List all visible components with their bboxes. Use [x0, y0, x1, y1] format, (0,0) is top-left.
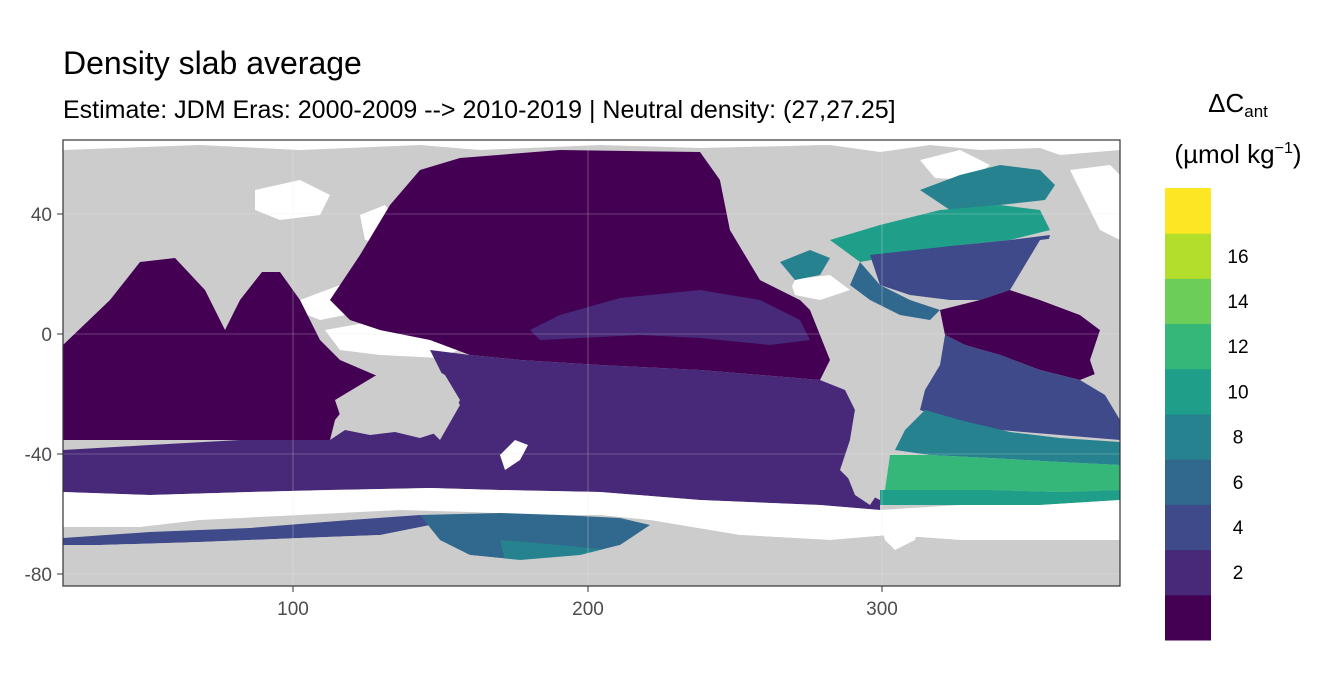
legend-color-bin	[1165, 278, 1211, 325]
north-america-land	[700, 145, 920, 300]
chart-title: Density slab average	[63, 45, 362, 81]
map-panel	[63, 140, 1120, 586]
south-pacific	[63, 350, 880, 510]
legend-labels: 2 4 6 8 10 12 14 16	[1227, 247, 1249, 584]
north-atlantic-green	[830, 205, 1050, 262]
north-atlantic-blue	[850, 262, 940, 320]
legend-color-bin	[1165, 594, 1211, 641]
equatorial-pacific-band	[530, 290, 810, 345]
color-legend: ΔCant (µmol kg−1) 2 4 6 8 10 12 14 16	[1165, 88, 1302, 641]
x-axis: 100 200 300	[277, 586, 898, 620]
caribbean-no-data	[790, 275, 850, 300]
legend-color-bin	[1165, 188, 1211, 234]
grid-lines	[63, 140, 1120, 586]
y-tick-label: -80	[25, 565, 52, 586]
legend-color-bin	[1165, 549, 1211, 596]
y-tick-label: -40	[25, 445, 52, 466]
tropical-atlantic	[940, 290, 1105, 380]
legend-unit-post: )	[1293, 139, 1302, 169]
legend-tick-label: 4	[1233, 518, 1244, 539]
legend-color-bin	[1165, 368, 1211, 415]
south-atlantic-blue	[920, 335, 1120, 440]
y-tick-label: 40	[31, 205, 52, 226]
legend-unit-pre: (µmol kg	[1174, 139, 1274, 169]
legend-title-main: ΔC	[1208, 88, 1244, 118]
legend-title-line2: (µmol kg−1)	[1174, 139, 1301, 169]
east-asia-no-data	[255, 180, 330, 220]
indonesia-no-data	[325, 322, 470, 358]
south-atlantic-deep	[880, 490, 1120, 505]
legend-tick-label: 2	[1233, 563, 1244, 584]
legend-color-bin	[1165, 459, 1211, 505]
antarctica-land	[63, 530, 1120, 586]
southern-ocean-no-data	[63, 488, 1120, 540]
north-europe-no-data	[1070, 165, 1120, 240]
legend-color-bin	[1165, 414, 1211, 460]
legend-title-sub: ant	[1244, 102, 1268, 121]
south-america-land	[810, 300, 950, 505]
x-tick-label: 100	[277, 599, 309, 620]
legend-title-line1: ΔCant	[1208, 88, 1268, 121]
y-axis: 40 0 -40 -80	[25, 205, 63, 586]
legend-tick-label: 16	[1227, 247, 1248, 268]
legend-color-bin	[1165, 233, 1211, 279]
legend-tick-label: 12	[1227, 337, 1248, 358]
chart-subtitle: Estimate: JDM Eras: 2000-2009 --> 2010-2…	[63, 96, 896, 124]
legend-tick-label: 10	[1227, 382, 1248, 403]
legend-colorbar	[1165, 188, 1211, 641]
legend-unit-sup: −1	[1275, 140, 1293, 157]
legend-color-bin	[1165, 323, 1211, 370]
antarctic-shelf-west	[63, 515, 430, 545]
legend-color-bin	[1165, 504, 1211, 551]
x-tick-label: 200	[572, 599, 604, 620]
africa-land	[1010, 235, 1120, 420]
legend-tick-label: 14	[1227, 292, 1249, 313]
south-atlantic-green	[885, 455, 1120, 492]
australia-land	[335, 360, 460, 438]
x-tick-label: 300	[866, 599, 898, 620]
y-tick-label: 0	[41, 325, 52, 346]
legend-tick-label: 6	[1233, 473, 1244, 494]
gulf-of-mexico	[780, 250, 830, 280]
peninsula-no-data	[880, 512, 920, 550]
north-atlantic-mid	[870, 235, 1050, 300]
new-zealand-land	[500, 440, 528, 470]
north-atlantic-subpolar	[920, 165, 1055, 210]
legend-tick-label: 8	[1233, 428, 1244, 449]
panel-border	[62, 139, 1121, 587]
south-atlantic-teal	[895, 410, 1120, 465]
indian-ocean	[63, 258, 400, 440]
arctic-no-data	[63, 140, 1120, 155]
